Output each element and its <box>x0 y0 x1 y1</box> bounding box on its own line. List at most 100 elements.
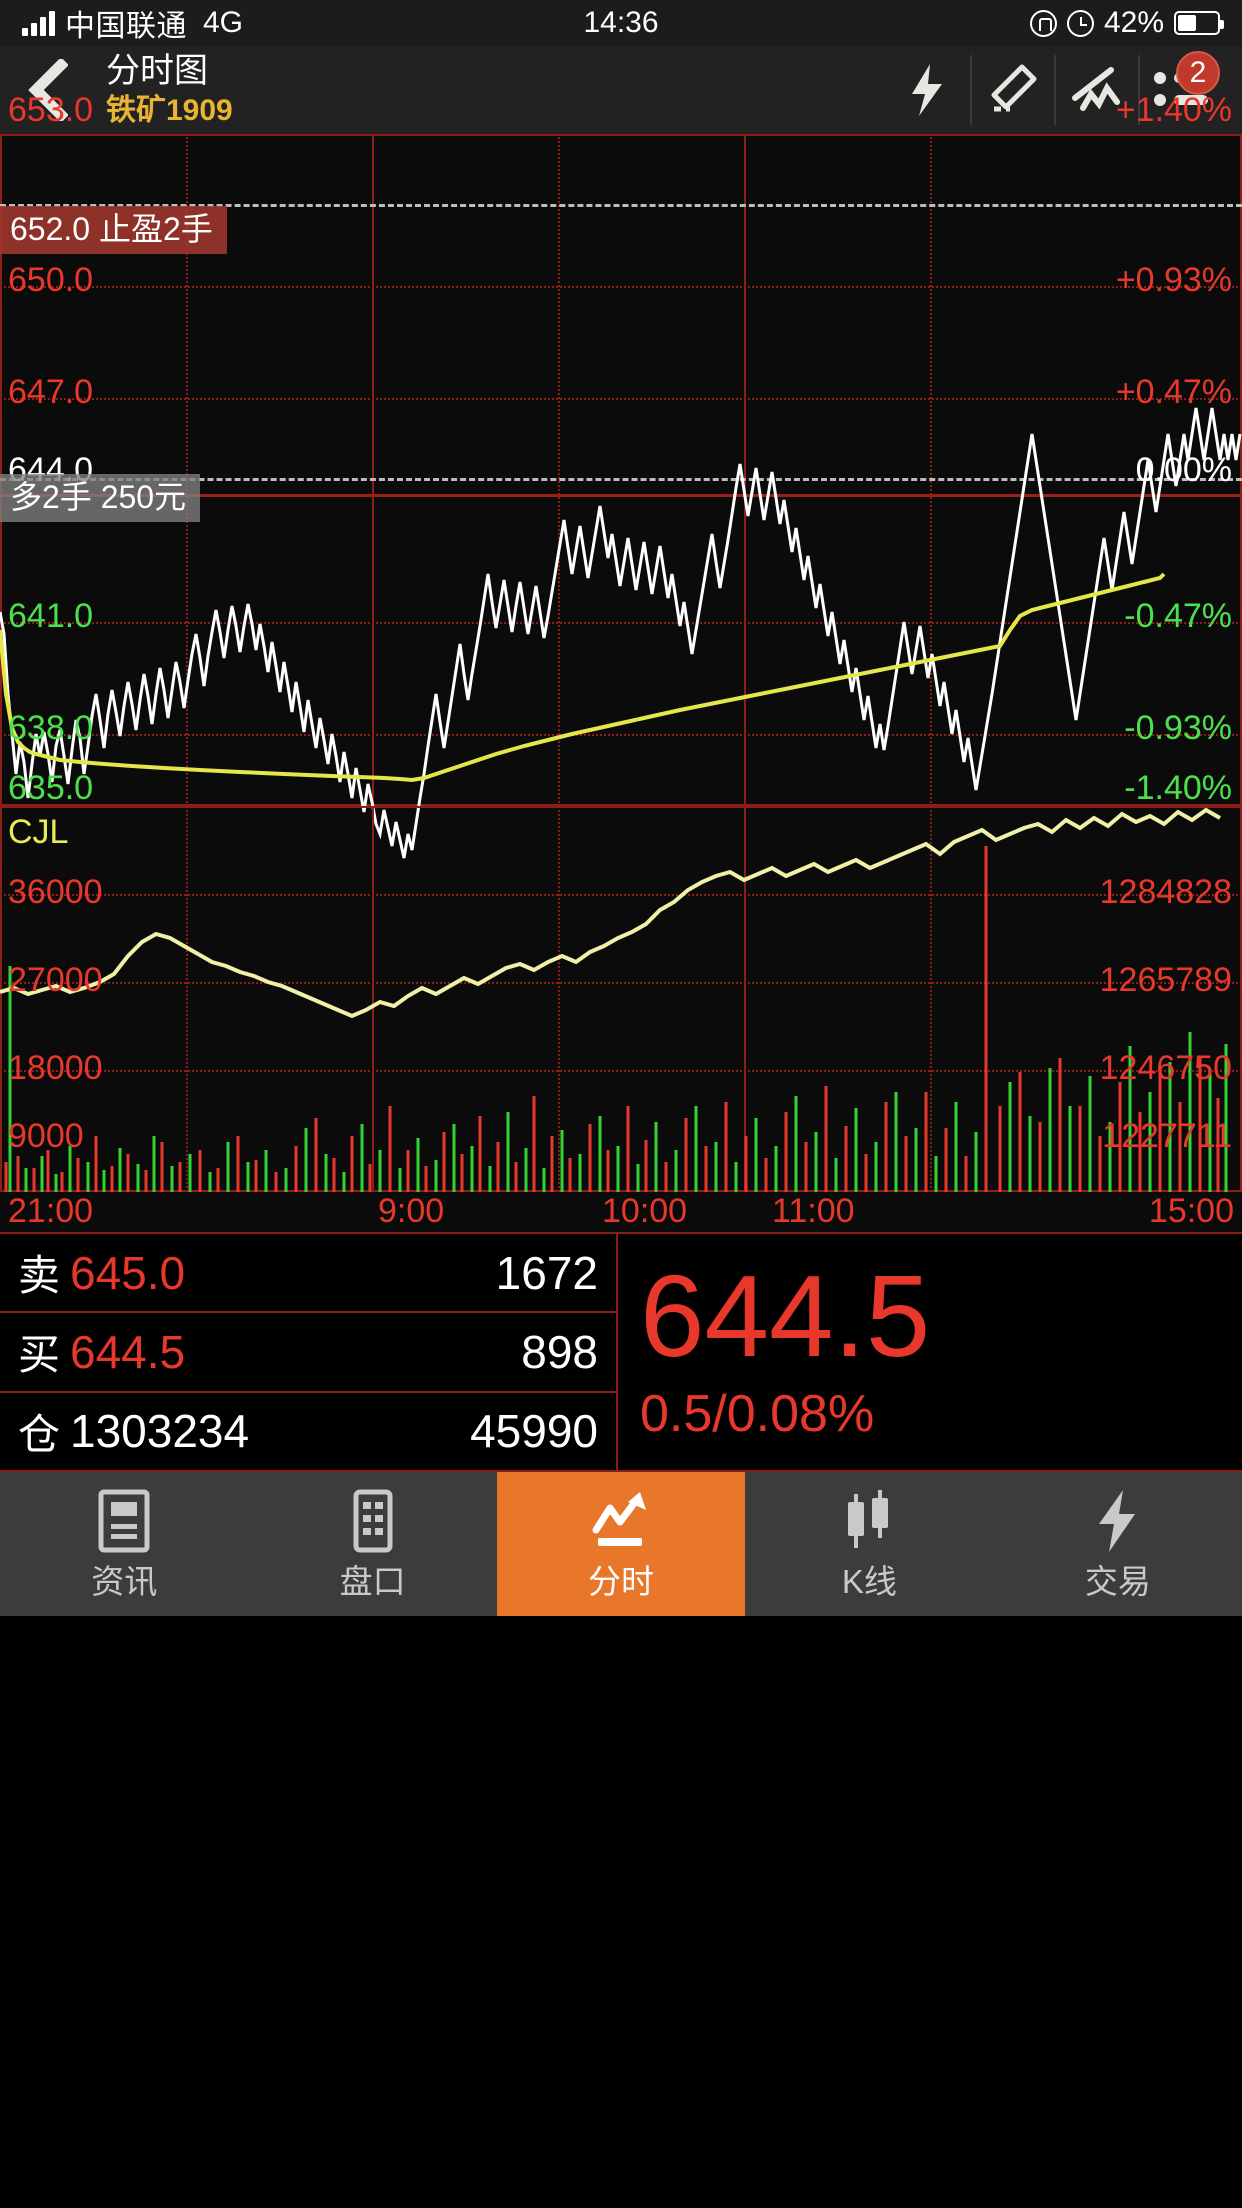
status-bar: 中国联通 4G 14:36 42% <box>0 0 1242 46</box>
tab-news[interactable]: 资讯 <box>0 1472 248 1616</box>
pencil-icon <box>991 64 1037 112</box>
watchlist-badge: 2 <box>1176 51 1220 95</box>
ask-price: 645.0 <box>70 1246 186 1299</box>
reference-dash-line <box>0 478 1242 481</box>
bid-row[interactable]: 买 644.5 898 <box>0 1311 616 1390</box>
ask-label: 卖 <box>18 1252 61 1300</box>
gridline-h <box>0 398 1242 400</box>
gridline-h <box>0 286 1242 288</box>
volume-bars <box>4 846 1228 1192</box>
pct-tick-dn-093: -0.93% <box>1124 709 1232 747</box>
volume-pane[interactable]: CJL 36000 27000 18000 9000 1284828 12657… <box>0 806 1242 1192</box>
chevron-left-icon <box>28 59 68 121</box>
bid-label: 买 <box>18 1331 61 1379</box>
tab-timeline-label: 分时 <box>588 1563 655 1600</box>
tab-timeline[interactable]: 分时 <box>496 1472 746 1616</box>
ask-volume: 1672 <box>495 1246 598 1299</box>
gridline-h <box>0 622 1242 624</box>
lightning-icon <box>912 64 942 116</box>
gridline-v <box>930 134 932 806</box>
gridline-h <box>0 1070 1242 1072</box>
network-type-label: 4G <box>203 6 244 39</box>
chart-area[interactable]: 653.0 650.0 647.0 644.0 641.0 638.0 635.… <box>0 92 1242 1232</box>
time-axis: 21:00 9:00 10:00 11:00 15:00 <box>0 1190 1242 1232</box>
tab-trade-label: 交易 <box>1084 1563 1151 1600</box>
gridline-h <box>0 982 1242 984</box>
gridline-h <box>0 894 1242 896</box>
gridline-v <box>186 134 188 806</box>
x-tick-1100: 11:00 <box>772 1192 855 1230</box>
gridline-v <box>372 806 374 1192</box>
status-bar-left: 中国联通 4G <box>22 1 243 45</box>
oi-tick-1227711: 1227711 <box>1102 1117 1232 1155</box>
last-price-panel: 644.5 0.5/0.08% <box>618 1234 1242 1470</box>
price-tick-641: 641.0 <box>8 597 94 635</box>
take-profit-line <box>0 204 1242 207</box>
indicator-button[interactable] <box>1054 55 1138 125</box>
tab-kline[interactable]: K线 <box>745 1472 993 1616</box>
tab-orderbook-label: 盘口 <box>339 1563 406 1600</box>
position-marker-tag[interactable]: 多2手 250元 <box>0 474 201 522</box>
take-profit-order-tag[interactable]: 652.0 止盈2手 <box>0 206 227 254</box>
quote-book: 卖 645.0 1672 买 644.5 898 仓 1303234 45990 <box>0 1234 618 1470</box>
open-interest-row[interactable]: 仓 1303234 45990 <box>0 1390 616 1470</box>
app-header: 分时图 铁矿1909 <box>0 46 1242 134</box>
tab-trade[interactable]: 交易 <box>994 1472 1242 1616</box>
volume-pane-border <box>0 806 1242 1192</box>
pct-tick-up-093: +0.93% <box>1115 261 1232 299</box>
bid-price: 644.5 <box>70 1325 186 1378</box>
x-tick-0900: 9:00 <box>378 1192 445 1230</box>
page-title: 分时图 <box>106 52 208 90</box>
pct-tick-dn-140: -1.40% <box>1124 769 1232 807</box>
ask-row[interactable]: 卖 645.0 1672 <box>0 1234 616 1311</box>
open-interest-line <box>0 807 1221 1019</box>
draw-tool-button[interactable] <box>970 55 1054 125</box>
price-pane[interactable]: 653.0 650.0 647.0 644.0 641.0 638.0 635.… <box>0 92 1242 859</box>
trendline-icon <box>1072 67 1120 111</box>
watchlist-button[interactable]: 2 <box>1138 51 1222 125</box>
vol-tick-9000: 9000 <box>8 1117 84 1155</box>
open-interest-change: 45990 <box>470 1405 598 1458</box>
pct-tick-dn-047: -0.47% <box>1124 597 1232 635</box>
tab-kline-label: K线 <box>841 1563 897 1600</box>
price-tick-650: 650.0 <box>8 261 94 299</box>
orderbook-icon <box>353 1489 393 1553</box>
price-tick-638: 638.0 <box>8 709 94 747</box>
instrument-name: 铁矿1909 <box>106 94 233 127</box>
gridline-v <box>558 134 560 806</box>
tab-news-label: 资讯 <box>91 1563 158 1600</box>
status-bar-clock: 14:36 <box>583 6 659 39</box>
pct-tick-up-140: +1.40% <box>1115 91 1232 129</box>
average-price-line <box>0 572 1166 783</box>
x-tick-1500: 15:00 <box>1148 1192 1234 1230</box>
position-price-line <box>0 494 1242 497</box>
quote-panel: 卖 645.0 1672 买 644.5 898 仓 1303234 45990… <box>0 1232 1242 1472</box>
open-interest-label: 仓 <box>18 1410 61 1458</box>
gridline-v <box>558 806 560 1192</box>
gridline-v <box>744 806 746 1192</box>
header-actions: 2 <box>886 51 1222 125</box>
price-pane-border <box>0 134 1242 806</box>
gridline-v <box>186 806 188 1192</box>
vol-tick-27000: 27000 <box>8 961 103 999</box>
oi-tick-1284828: 1284828 <box>1099 873 1232 911</box>
gridline-v <box>930 806 932 1192</box>
oi-tick-1246750: 1246750 <box>1099 1049 1232 1087</box>
timeline-chart-icon <box>592 1492 647 1546</box>
vol-tick-18000: 18000 <box>8 1049 103 1087</box>
price-series-svg <box>0 407 1242 859</box>
gridline-v <box>744 134 746 806</box>
signal-bars-icon <box>22 10 55 36</box>
tab-orderbook[interactable]: 盘口 <box>248 1472 496 1616</box>
oi-tick-1265789: 1265789 <box>1099 961 1232 999</box>
open-interest-value: 1303234 <box>70 1405 250 1458</box>
last-price-line <box>0 407 1242 859</box>
alarm-clock-icon <box>1066 9 1094 37</box>
gridline-v <box>372 134 374 806</box>
pct-tick-zero: 0.00% <box>1135 451 1232 489</box>
quick-trade-button[interactable] <box>886 55 970 125</box>
back-button[interactable] <box>20 55 76 125</box>
rotation-lock-icon <box>1029 9 1057 37</box>
gridline-h <box>0 734 1242 736</box>
news-icon <box>98 1489 150 1553</box>
